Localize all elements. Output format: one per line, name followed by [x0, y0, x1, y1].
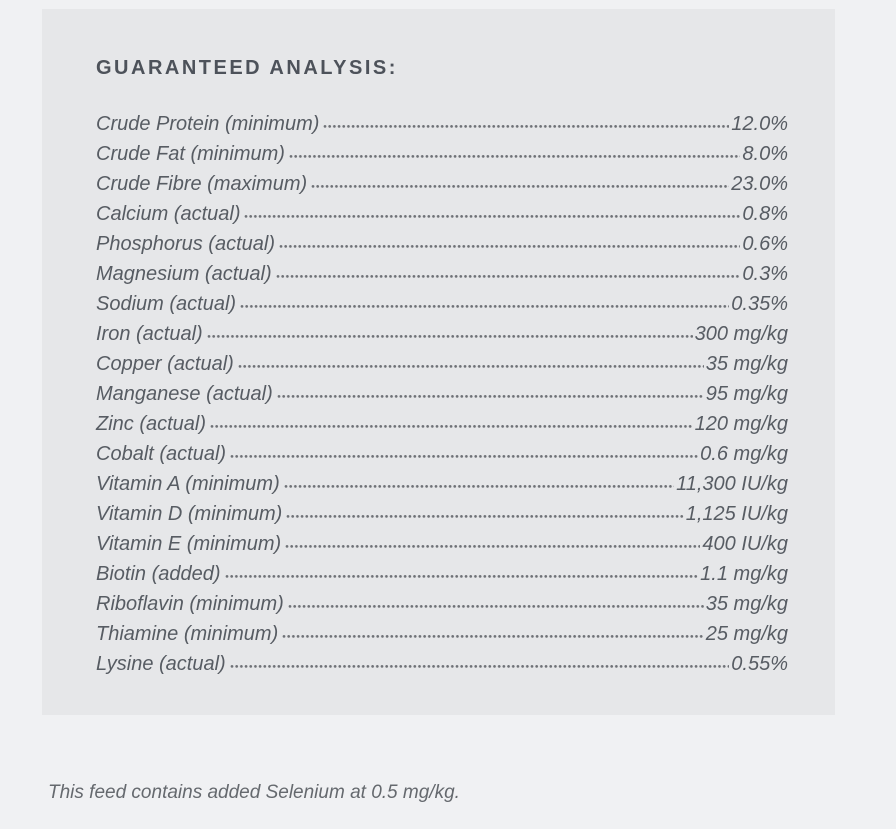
- nutrient-value: 0.55%: [731, 653, 788, 675]
- dot-leader: [206, 334, 693, 340]
- analysis-row-copper: Copper (actual) 35 mg/kg: [96, 349, 788, 379]
- dot-leader: [237, 364, 704, 370]
- analysis-row-riboflavin: Riboflavin (minimum) 35 mg/kg: [96, 589, 788, 619]
- nutrient-value: 23.0%: [731, 173, 788, 195]
- nutrient-label: Cobalt (actual): [96, 443, 227, 465]
- guaranteed-analysis-panel: GUARANTEED ANALYSIS: Crude Protein (mini…: [42, 9, 835, 715]
- nutrient-label: Crude Protein (minimum): [96, 113, 320, 135]
- nutrient-value: 95 mg/kg: [705, 383, 788, 405]
- nutrient-label: Thiamine (minimum): [96, 623, 279, 645]
- analysis-rows: Crude Protein (minimum) 12.0% Crude Fat (…: [96, 109, 788, 679]
- nutrient-value: 400 IU/kg: [702, 533, 788, 555]
- nutrient-label: Magnesium (actual): [96, 263, 272, 285]
- nutrient-value: 0.6%: [742, 233, 788, 255]
- nutrient-value: 11,300 IU/kg: [676, 473, 788, 495]
- dot-leader: [240, 304, 730, 310]
- analysis-row-vitamin-e: Vitamin E (minimum) 400 IU/kg: [96, 529, 788, 559]
- panel-content: GUARANTEED ANALYSIS: Crude Protein (mini…: [42, 9, 835, 679]
- dot-leader: [229, 664, 730, 670]
- dot-leader: [288, 154, 741, 160]
- nutrient-label: Sodium (actual): [96, 293, 237, 315]
- dot-leader: [278, 244, 741, 250]
- dot-leader: [285, 544, 701, 550]
- dot-leader: [230, 454, 699, 460]
- analysis-row-vitamin-a: Vitamin A (minimum) 11,300 IU/kg: [96, 469, 788, 499]
- nutrient-label: Vitamin E (minimum): [96, 533, 282, 555]
- nutrient-label: Iron (actual): [96, 323, 203, 345]
- dot-leader: [275, 274, 741, 280]
- analysis-row-thiamine: Thiamine (minimum) 25 mg/kg: [96, 619, 788, 649]
- nutrient-value: 1.1 mg/kg: [700, 563, 788, 585]
- nutrient-value: 1,125 IU/kg: [685, 503, 788, 525]
- analysis-row-biotin: Biotin (added) 1.1 mg/kg: [96, 559, 788, 589]
- analysis-row-manganese: Manganese (actual) 95 mg/kg: [96, 379, 788, 409]
- nutrient-value: 0.8%: [742, 203, 788, 225]
- dot-leader: [286, 514, 684, 520]
- analysis-row-sodium: Sodium (actual) 0.35%: [96, 289, 788, 319]
- nutrient-label: Biotin (added): [96, 563, 221, 585]
- analysis-row-phosphorus: Phosphorus (actual) 0.6%: [96, 229, 788, 259]
- dot-leader: [323, 124, 730, 130]
- nutrient-value: 300 mg/kg: [694, 323, 788, 345]
- analysis-row-vitamin-d: Vitamin D (minimum) 1,125 IU/kg: [96, 499, 788, 529]
- nutrient-value: 120 mg/kg: [694, 413, 788, 435]
- analysis-row-cobalt: Cobalt (actual) 0.6 mg/kg: [96, 439, 788, 469]
- analysis-row-lysine: Lysine (actual) 0.55%: [96, 649, 788, 679]
- nutrient-value: 8.0%: [742, 143, 788, 165]
- nutrient-label: Calcium (actual): [96, 203, 241, 225]
- dot-leader: [311, 184, 730, 190]
- dot-leader: [210, 424, 693, 430]
- nutrient-value: 0.3%: [742, 263, 788, 285]
- nutrient-label: Zinc (actual): [96, 413, 207, 435]
- nutrient-value: 25 mg/kg: [705, 623, 788, 645]
- nutrient-label: Vitamin A (minimum): [96, 473, 280, 495]
- dot-leader: [276, 394, 704, 400]
- dot-leader: [283, 484, 675, 490]
- nutrient-label: Phosphorus (actual): [96, 233, 275, 255]
- analysis-row-crude-fibre: Crude Fibre (maximum) 23.0%: [96, 169, 788, 199]
- nutrient-label: Manganese (actual): [96, 383, 273, 405]
- analysis-row-calcium: Calcium (actual) 0.8%: [96, 199, 788, 229]
- nutrient-label: Crude Fibre (maximum): [96, 173, 308, 195]
- analysis-row-crude-protein: Crude Protein (minimum) 12.0%: [96, 109, 788, 139]
- section-title: GUARANTEED ANALYSIS:: [96, 57, 398, 79]
- analysis-row-iron: Iron (actual) 300 mg/kg: [96, 319, 788, 349]
- analysis-row-crude-fat: Crude Fat (minimum) 8.0%: [96, 139, 788, 169]
- dot-leader: [282, 634, 704, 640]
- analysis-row-zinc: Zinc (actual) 120 mg/kg: [96, 409, 788, 439]
- nutrient-label: Crude Fat (minimum): [96, 143, 285, 165]
- nutrient-value: 35 mg/kg: [705, 353, 788, 375]
- analysis-row-magnesium: Magnesium (actual) 0.3%: [96, 259, 788, 289]
- dot-leader: [287, 604, 704, 610]
- nutrient-value: 0.35%: [731, 293, 788, 315]
- nutrient-label: Vitamin D (minimum): [96, 503, 283, 525]
- nutrient-label: Copper (actual): [96, 353, 234, 375]
- nutrient-value: 12.0%: [731, 113, 788, 135]
- nutrient-value: 35 mg/kg: [705, 593, 788, 615]
- dot-leader: [224, 574, 699, 580]
- nutrient-label: Riboflavin (minimum): [96, 593, 284, 615]
- dot-leader: [244, 214, 741, 220]
- nutrient-value: 0.6 mg/kg: [700, 443, 788, 465]
- nutrient-label: Lysine (actual): [96, 653, 226, 675]
- selenium-footnote: This feed contains added Selenium at 0.5…: [48, 782, 460, 803]
